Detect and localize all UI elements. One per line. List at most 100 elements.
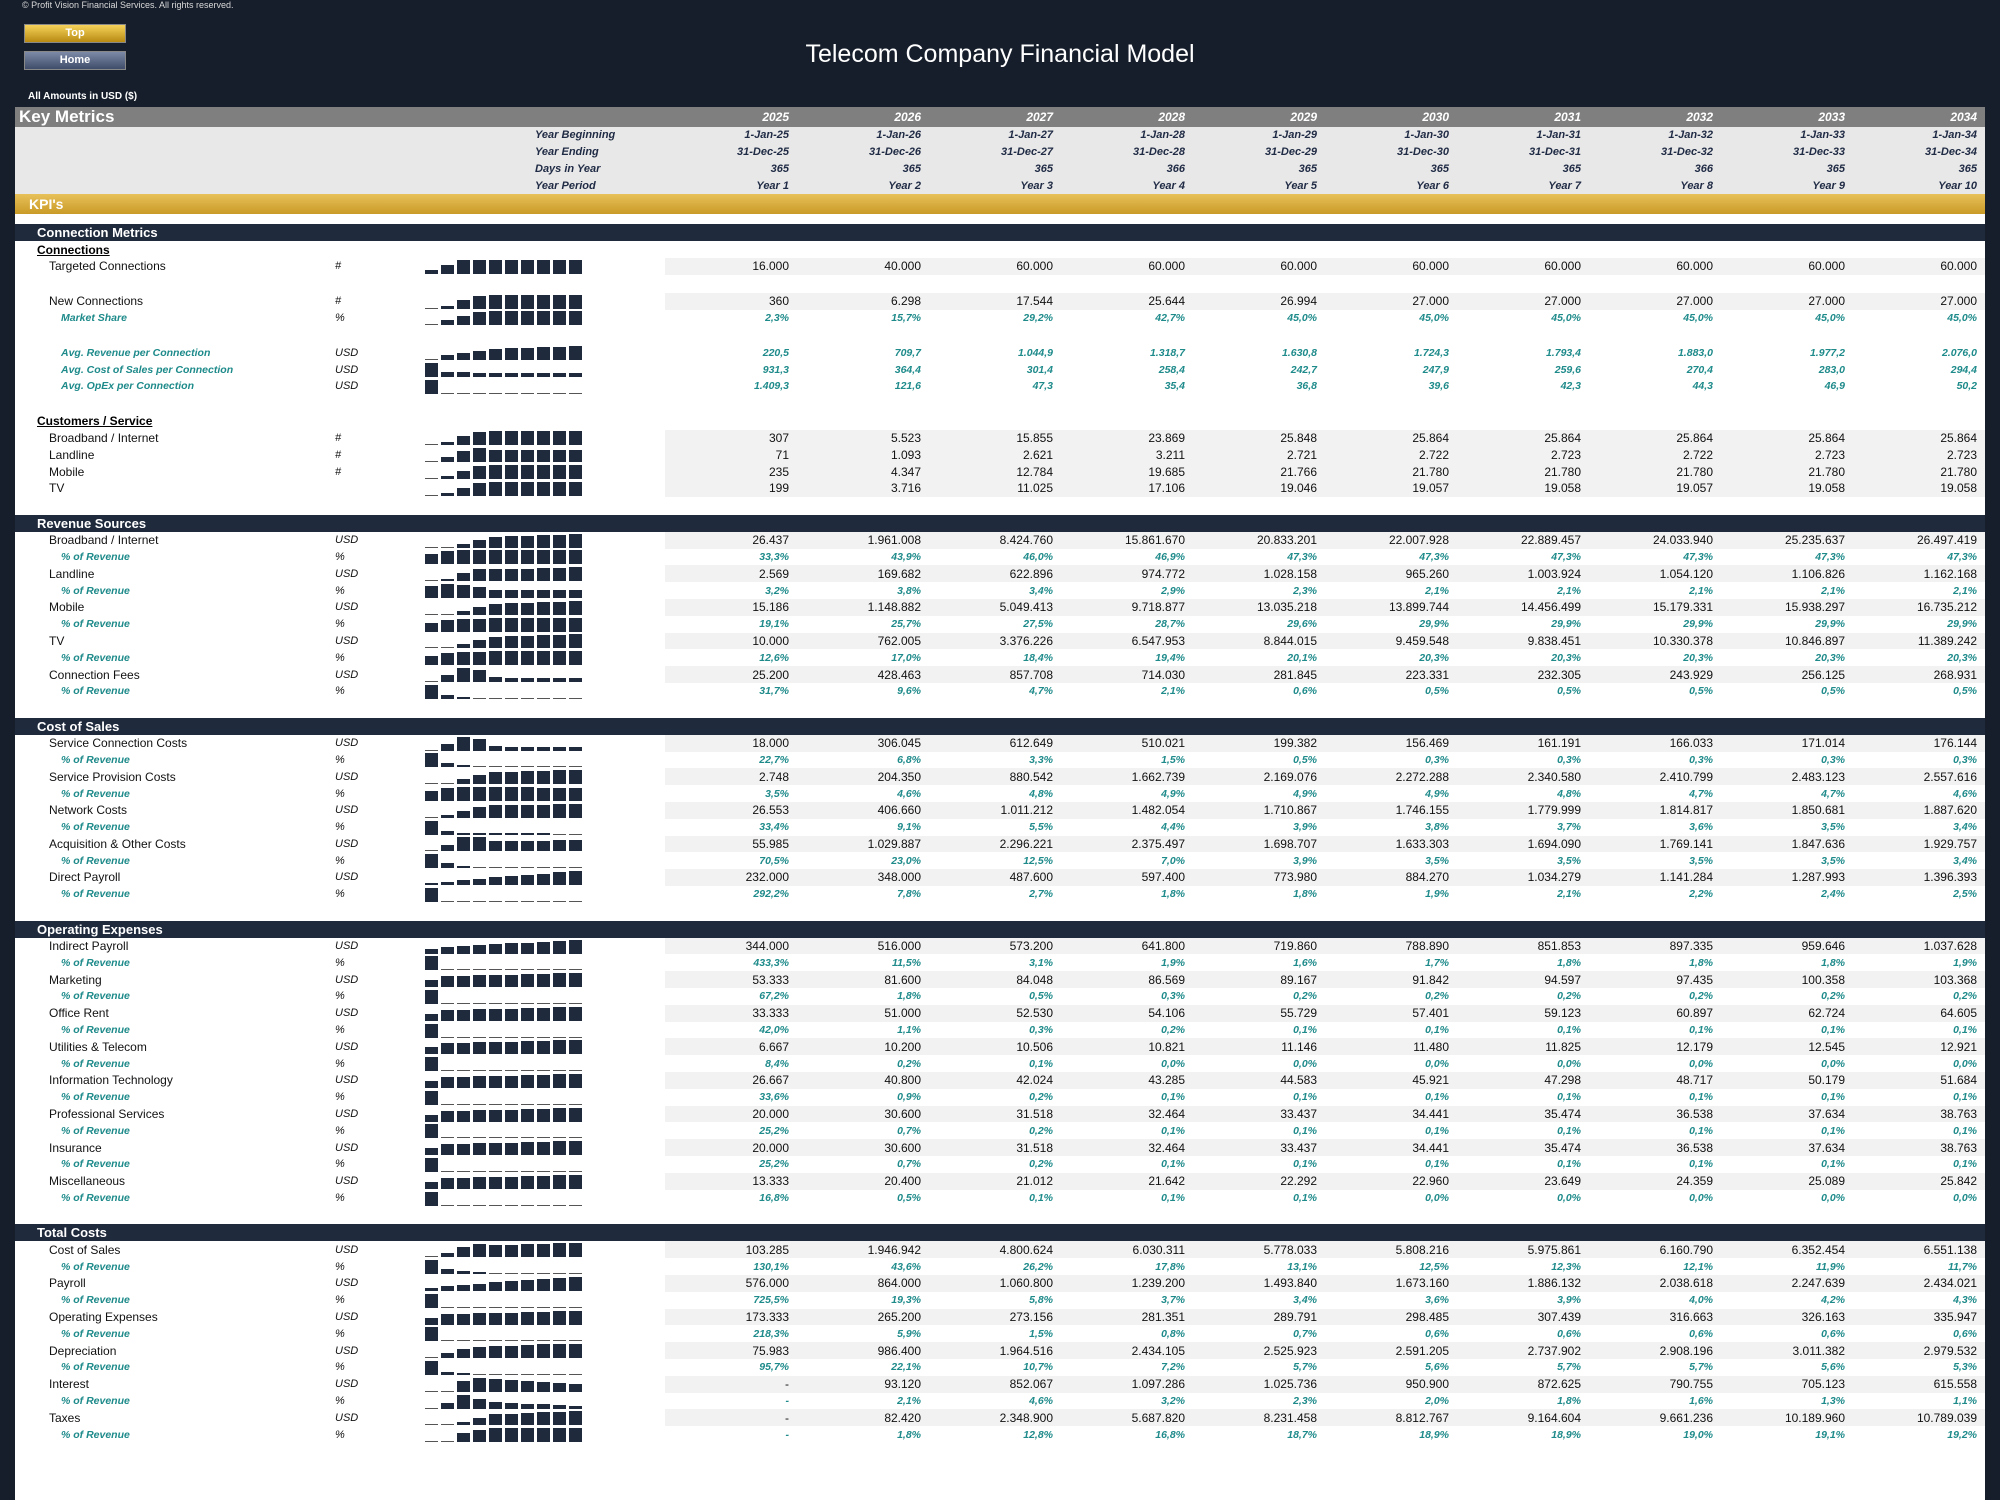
value-cell[interactable]: 0,5% xyxy=(1689,685,1714,698)
value-cell[interactable]: 20,3% xyxy=(1551,651,1582,664)
value-cell[interactable]: 1,8% xyxy=(897,1428,922,1441)
value-cell[interactable]: 1.887.620 xyxy=(1853,801,1986,819)
value-cell[interactable]: 33,6% xyxy=(759,1091,790,1104)
value-cell[interactable]: 26,2% xyxy=(1023,1260,1054,1273)
value-cell[interactable]: 32.464 xyxy=(1061,1139,1194,1157)
value-cell[interactable]: 55.729 xyxy=(1193,1004,1326,1022)
value-cell[interactable]: 0,1% xyxy=(1821,1024,1846,1037)
value-cell[interactable]: 11.146 xyxy=(1193,1038,1326,1056)
value-cell[interactable]: 5,6% xyxy=(1425,1361,1450,1374)
value-cell[interactable]: 7,2% xyxy=(1161,1361,1186,1374)
value-cell[interactable]: 243.929 xyxy=(1589,666,1722,683)
value-cell[interactable]: 0,1% xyxy=(1425,1024,1450,1037)
value-cell[interactable]: 0,1% xyxy=(1425,1124,1450,1137)
value-cell[interactable]: 4,8% xyxy=(1557,787,1582,800)
value-cell[interactable]: 4,9% xyxy=(1293,787,1318,800)
value-cell[interactable]: 5.687.820 xyxy=(1061,1409,1194,1427)
value-cell[interactable]: 725,5% xyxy=(753,1294,790,1307)
value-cell[interactable]: 0,1% xyxy=(1953,1158,1978,1171)
value-cell[interactable]: 4,7% xyxy=(1029,685,1054,698)
value-cell[interactable]: 4,6% xyxy=(897,787,922,800)
value-cell[interactable]: 2.483.123 xyxy=(1721,768,1854,786)
value-cell[interactable]: 3,5% xyxy=(765,787,790,800)
value-cell[interactable]: 852.067 xyxy=(929,1375,1062,1393)
value-cell[interactable]: 28,7% xyxy=(1155,618,1186,631)
value-cell[interactable]: 709,7 xyxy=(894,346,922,359)
value-cell[interactable]: 6.547.953 xyxy=(1061,632,1194,650)
value-cell[interactable]: 60.000 xyxy=(1721,257,1854,275)
value-cell[interactable]: 95,7% xyxy=(759,1361,790,1374)
value-cell[interactable]: 1,9% xyxy=(1425,888,1450,901)
value-cell[interactable]: 1.318,7 xyxy=(1149,346,1186,359)
value-cell[interactable]: 220,5 xyxy=(762,346,790,359)
value-cell[interactable]: 235 xyxy=(665,463,798,480)
value-cell[interactable]: 4,6% xyxy=(1953,787,1978,800)
value-cell[interactable]: 4,8% xyxy=(1029,787,1054,800)
value-cell[interactable]: 50,2 xyxy=(1956,380,1978,393)
value-cell[interactable]: 100.358 xyxy=(1721,971,1854,989)
value-cell[interactable]: 33.333 xyxy=(665,1004,798,1022)
value-cell[interactable]: 0,2% xyxy=(1029,1091,1054,1104)
value-cell[interactable]: 43,9% xyxy=(891,550,922,563)
value-cell[interactable]: 45,0% xyxy=(1551,311,1582,324)
value-cell[interactable]: 38.763 xyxy=(1853,1105,1986,1123)
value-cell[interactable]: 3.211 xyxy=(1061,446,1194,464)
value-cell[interactable]: 292,2% xyxy=(753,888,790,901)
value-cell[interactable]: 0,5% xyxy=(1293,753,1318,766)
value-cell[interactable]: 42.024 xyxy=(929,1072,1062,1089)
value-cell[interactable]: 26.497.419 xyxy=(1853,531,1986,549)
value-cell[interactable]: 46,9 xyxy=(1824,380,1846,393)
value-cell[interactable]: 33.437 xyxy=(1193,1139,1326,1157)
value-cell[interactable]: 10.789.039 xyxy=(1853,1409,1986,1427)
value-cell[interactable]: 0,6% xyxy=(1293,685,1318,698)
value-cell[interactable]: 1.977,2 xyxy=(1809,346,1846,359)
value-cell[interactable]: 622.896 xyxy=(929,565,1062,583)
value-cell[interactable]: 5.975.861 xyxy=(1457,1241,1590,1259)
value-cell[interactable]: 45,0% xyxy=(1419,311,1450,324)
value-cell[interactable]: 1.482.054 xyxy=(1061,801,1194,819)
value-cell[interactable]: 19.058 xyxy=(1457,479,1590,497)
value-cell[interactable]: 19.057 xyxy=(1325,479,1458,497)
value-cell[interactable]: 23.649 xyxy=(1457,1172,1590,1190)
value-cell[interactable]: 3,5% xyxy=(1821,854,1846,867)
value-cell[interactable]: 2.525.923 xyxy=(1193,1342,1326,1360)
value-cell[interactable]: 1,1% xyxy=(897,1024,922,1037)
value-cell[interactable]: 10,7% xyxy=(1023,1361,1054,1374)
value-cell[interactable]: 64.605 xyxy=(1853,1004,1986,1022)
value-cell[interactable]: 3,7% xyxy=(1557,821,1582,834)
value-cell[interactable]: 0,1% xyxy=(1821,1091,1846,1104)
value-cell[interactable]: 12,6% xyxy=(759,651,790,664)
value-cell[interactable]: 2.721 xyxy=(1193,446,1326,464)
value-cell[interactable]: 0,1% xyxy=(1557,1124,1582,1137)
value-cell[interactable]: 897.335 xyxy=(1589,937,1722,955)
value-cell[interactable]: 4,7% xyxy=(1821,787,1846,800)
value-cell[interactable]: 37.634 xyxy=(1721,1139,1854,1157)
value-cell[interactable]: 1,1% xyxy=(1953,1395,1978,1407)
value-cell[interactable]: 0,1% xyxy=(1689,1158,1714,1171)
value-cell[interactable]: 3,6% xyxy=(1689,821,1714,834)
value-cell[interactable]: 29,6% xyxy=(1287,618,1318,631)
value-cell[interactable]: 2.723 xyxy=(1721,446,1854,464)
value-cell[interactable]: 0,1% xyxy=(1953,1091,1978,1104)
value-cell[interactable]: 2.272.288 xyxy=(1325,768,1458,786)
value-cell[interactable]: 11,7% xyxy=(1948,1260,1978,1273)
value-cell[interactable]: 1.710.867 xyxy=(1193,801,1326,819)
value-cell[interactable]: 15.938.297 xyxy=(1721,598,1854,616)
value-cell[interactable]: 10.200 xyxy=(797,1038,930,1056)
value-cell[interactable]: 38.763 xyxy=(1853,1139,1986,1157)
value-cell[interactable]: 3,9% xyxy=(1293,821,1318,834)
value-cell[interactable]: 0,1% xyxy=(1161,1158,1186,1171)
value-cell[interactable]: 0,2% xyxy=(1953,990,1978,1003)
value-cell[interactable]: 15,7% xyxy=(891,311,922,324)
value-cell[interactable]: 0,1% xyxy=(1161,1192,1186,1205)
value-cell[interactable]: 714.030 xyxy=(1061,666,1194,683)
value-cell[interactable]: 40.800 xyxy=(797,1072,930,1089)
value-cell[interactable]: 27.000 xyxy=(1325,292,1458,310)
value-cell[interactable]: 0,0% xyxy=(1557,1057,1582,1070)
value-cell[interactable]: 22.292 xyxy=(1193,1172,1326,1190)
value-cell[interactable]: 223.331 xyxy=(1325,666,1458,683)
value-cell[interactable]: 0,1% xyxy=(1293,1192,1318,1205)
value-cell[interactable]: 0,1% xyxy=(1821,1124,1846,1137)
value-cell[interactable]: 15.179.331 xyxy=(1589,598,1722,616)
value-cell[interactable]: 57.401 xyxy=(1325,1004,1458,1022)
